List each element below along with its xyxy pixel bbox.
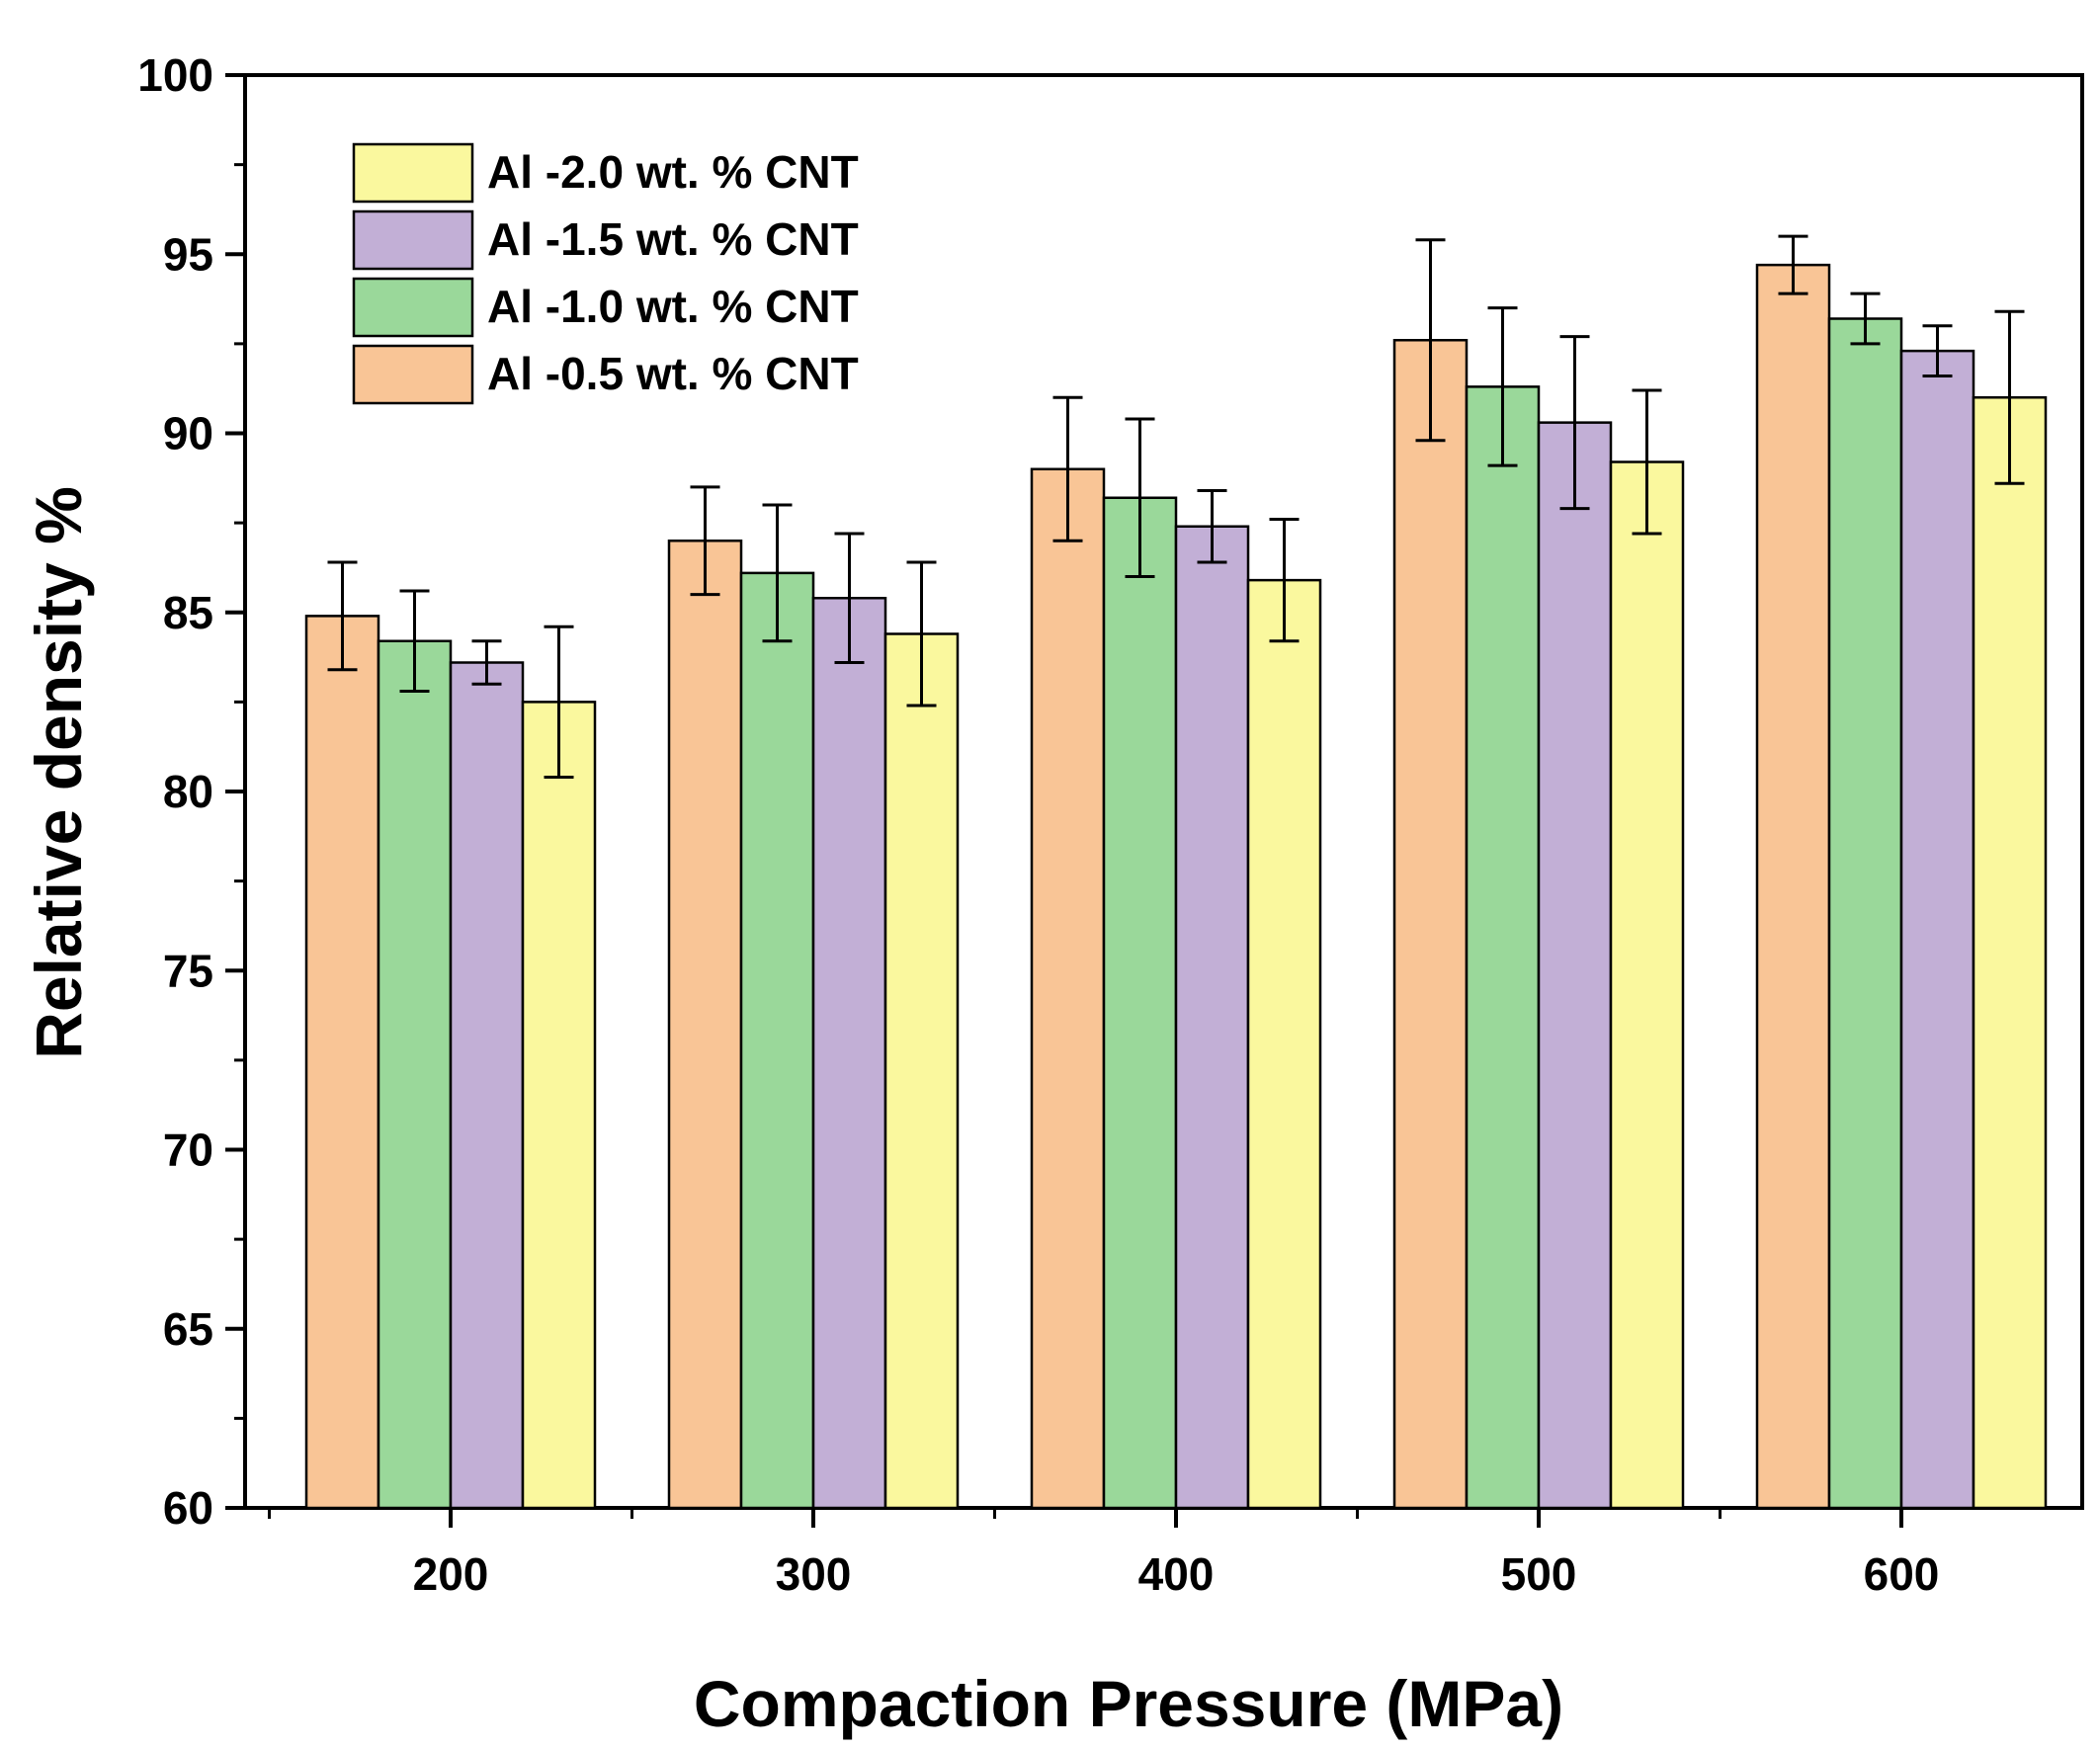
bar <box>1899 349 1975 1510</box>
bar <box>1827 317 1903 1510</box>
bar <box>811 597 887 1510</box>
bar <box>883 632 960 1510</box>
error-bars-group <box>327 234 2025 779</box>
bar <box>1030 467 1106 1510</box>
bar <box>1465 385 1541 1510</box>
y-tick-label: 95 <box>163 228 213 280</box>
x-tick-label: 200 <box>413 1548 489 1600</box>
x-axis-title: Compaction Pressure (MPa) <box>694 1667 1563 1740</box>
y-tick-label: 80 <box>163 766 213 817</box>
y-tick-label: 100 <box>137 49 213 101</box>
legend-swatch <box>352 142 474 204</box>
legend-label: Al -1.5 wt. % CNT <box>487 213 859 265</box>
legend-label: Al -2.0 wt. % CNT <box>487 146 859 198</box>
y-tick-label: 85 <box>163 587 213 638</box>
x-tick-label: 500 <box>1501 1548 1577 1600</box>
y-tick-label: 60 <box>163 1482 213 1534</box>
bar <box>1537 421 1613 1510</box>
legend-label: Al -0.5 wt. % CNT <box>487 348 859 399</box>
y-tick-label: 75 <box>163 945 213 996</box>
bar <box>1174 525 1250 1510</box>
legend: Al -2.0 wt. % CNT Al -1.5 wt. % CNT Al -1.… <box>352 142 859 405</box>
y-tick-label: 90 <box>163 408 213 459</box>
x-tick-label: 300 <box>776 1548 852 1600</box>
bars-group <box>304 263 2048 1510</box>
axes-group: 60 65 70 75 80 85 90 95 100 200 300 400 500 600 <box>137 49 1939 1600</box>
bar <box>1246 578 1322 1510</box>
bar <box>1972 396 2048 1510</box>
x-tick-label: 600 <box>1864 1548 1940 1600</box>
y-tick-label: 70 <box>163 1125 213 1176</box>
legend-swatch <box>352 344 474 405</box>
bar <box>667 540 743 1510</box>
bar <box>1755 263 1831 1510</box>
bar <box>739 571 815 1510</box>
bar <box>1609 460 1685 1510</box>
bar <box>1392 339 1469 1510</box>
legend-swatch <box>352 209 474 271</box>
y-tick-label: 65 <box>163 1303 213 1355</box>
x-tick-label: 400 <box>1138 1548 1215 1600</box>
bar <box>521 701 597 1510</box>
bar <box>449 661 525 1510</box>
bar <box>1102 496 1178 1510</box>
legend-label: Al -1.0 wt. % CNT <box>487 281 859 332</box>
legend-swatch <box>352 277 474 338</box>
y-axis-title: Relative density % <box>22 486 95 1059</box>
bar <box>304 615 380 1510</box>
bar <box>377 639 453 1510</box>
